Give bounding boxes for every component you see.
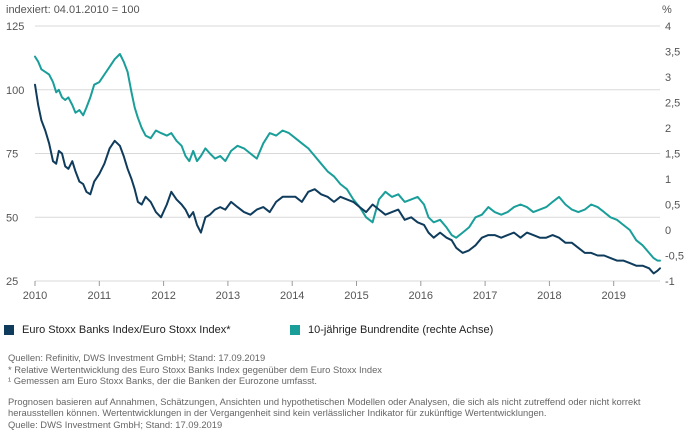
right-tick-label: 3,5 bbox=[665, 47, 680, 59]
source-line: Quellen: Refinitiv, DWS Investment GmbH;… bbox=[8, 352, 266, 363]
disclaimer-line-1: Prognosen basieren auf Annahmen, Schätzu… bbox=[8, 395, 641, 407]
left-tick-label: 25 bbox=[6, 276, 18, 288]
left-tick-label: 50 bbox=[6, 212, 18, 224]
left-tick-label: 100 bbox=[6, 85, 24, 97]
right-tick-label: 0,5 bbox=[665, 200, 680, 212]
x-tick-label: 2019 bbox=[601, 290, 625, 302]
x-tick-label: 2013 bbox=[216, 290, 240, 302]
right-tick-label: 1,5 bbox=[665, 149, 680, 161]
right-tick-label: 2 bbox=[665, 123, 671, 135]
gridlines bbox=[35, 25, 660, 282]
left-axis-ticks: 125 100 75 50 25 bbox=[6, 21, 24, 288]
left-tick-label: 75 bbox=[6, 149, 18, 161]
right-axis-ticks: 4 3,5 3 2,5 2 1,5 1 0,5 0 -0,5 -1 bbox=[665, 21, 684, 288]
source-final: Quelle: DWS Investment GmbH; Stand: 17.0… bbox=[8, 418, 223, 430]
x-tick-label: 2012 bbox=[151, 290, 175, 302]
left-tick-label: 125 bbox=[6, 21, 24, 33]
x-tick-label: 2015 bbox=[344, 290, 368, 302]
series-line-bund bbox=[34, 53, 661, 262]
x-tick-label: 2016 bbox=[409, 290, 433, 302]
legend-label-bund: 10-jährige Bundrendite (rechte Achse) bbox=[308, 324, 494, 336]
line-chart: indexiert: 04.01.2010 = 100 % 1251007550… bbox=[6, 4, 684, 302]
footnotes: Quellen: Refinitiv, DWS Investment GmbH;… bbox=[8, 352, 684, 431]
legend-item-bund: 10-jährige Bundrendite (rechte Achse) bbox=[290, 324, 493, 336]
legend-swatch-bund bbox=[290, 325, 300, 335]
chart-title: indexiert: 04.01.2010 = 100 bbox=[6, 4, 140, 16]
footnote-one: ¹ Gemessen am Euro Stoxx Banks, der die … bbox=[8, 375, 318, 387]
legend-swatch-banks bbox=[4, 325, 14, 335]
right-tick-label: -0,5 bbox=[665, 251, 684, 263]
disclaimer-line-2: herausstellen können. Wertentwicklungen … bbox=[8, 407, 547, 419]
x-tick-label: 2017 bbox=[473, 290, 497, 302]
right-tick-label: 4 bbox=[665, 21, 671, 33]
x-axis-ticks: 2010 2011 2012 2013 2014 2015 2016 2017 2018 2019 bbox=[23, 281, 626, 302]
footnote-star: * Relative Wertentwicklung des Euro Stox… bbox=[8, 363, 382, 375]
x-tick-label: 2011 bbox=[87, 290, 111, 302]
right-tick-label: 1 bbox=[665, 174, 671, 186]
x-tick-label: 2014 bbox=[280, 290, 304, 302]
series-line-banks bbox=[34, 83, 661, 275]
legend-label-banks: Euro Stoxx Banks Index/Euro Stoxx Index* bbox=[22, 324, 231, 336]
x-tick-label: 2010 bbox=[23, 290, 47, 302]
right-tick-label: -1 bbox=[665, 276, 675, 288]
right-tick-label: 3 bbox=[665, 72, 671, 84]
right-axis-unit: % bbox=[662, 4, 672, 16]
legend-item-banks: Euro Stoxx Banks Index/Euro Stoxx Index* bbox=[4, 324, 290, 336]
legend: Euro Stoxx Banks Index/Euro Stoxx Index*… bbox=[4, 324, 493, 336]
x-tick-label: 2018 bbox=[537, 290, 561, 302]
right-tick-label: 0 bbox=[665, 225, 671, 237]
right-tick-label: 2,5 bbox=[665, 98, 680, 110]
series-lines bbox=[34, 53, 661, 275]
